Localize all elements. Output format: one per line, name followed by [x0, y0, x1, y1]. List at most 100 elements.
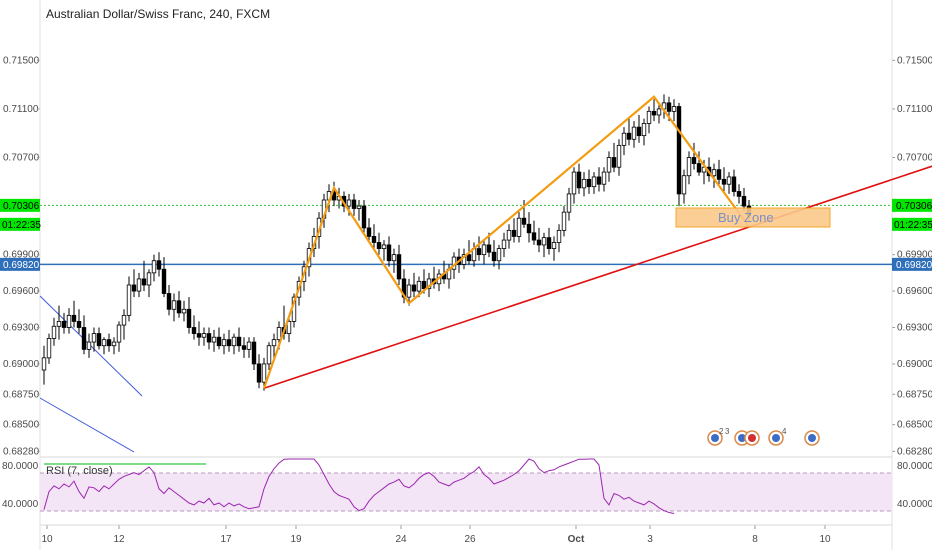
countdown-tag-left [0, 217, 40, 231]
candle-body [256, 363, 262, 383]
y-tick-right: 0.69600 [897, 286, 932, 297]
flag-icon [738, 434, 746, 442]
flag-icon [808, 434, 816, 442]
candle-body [271, 339, 277, 347]
candle-body [631, 126, 637, 140]
candle-body [76, 321, 82, 328]
candle-body [511, 229, 517, 237]
candle-body [91, 333, 97, 343]
candle-body [391, 254, 397, 262]
current-price-tag-right [892, 198, 932, 212]
y-tick-right: 0.71500 [897, 55, 932, 66]
candle-body [621, 132, 627, 146]
candle-body [686, 157, 692, 177]
y-tick-right: 0.69900 [897, 250, 932, 261]
candle-body [406, 284, 412, 298]
x-axis: 10 12 17 19 24 26 Oct 3 8 10 [41, 525, 831, 545]
candle-body [366, 227, 372, 237]
candle-body [196, 333, 202, 338]
flag-icon [748, 434, 756, 442]
rsi-line [43, 458, 675, 514]
candle-body [666, 102, 672, 112]
candle-body [66, 314, 72, 328]
countdown-tag-right [892, 217, 932, 231]
candle-body [161, 268, 167, 294]
candle-body [216, 336, 222, 347]
y-tick-left: 0.68500 [3, 420, 40, 431]
x-tick-label: Oct [568, 534, 585, 545]
candle-body [111, 341, 117, 347]
candle-body [131, 284, 137, 292]
candle-body [81, 327, 87, 350]
candle-body [106, 339, 112, 347]
candle-body [71, 314, 77, 322]
candle-body [611, 157, 617, 168]
candle-body [526, 223, 532, 234]
y-tick-left: 0.70700 [3, 153, 40, 164]
candle-body [411, 284, 417, 292]
candle-body [476, 248, 482, 256]
candle-body [101, 339, 107, 347]
y-tick-left: 0.69900 [3, 250, 40, 261]
candle-body [41, 357, 47, 371]
candle-body [696, 163, 702, 173]
candle-body [201, 333, 207, 338]
y-tick-left: 0.68750 [3, 389, 40, 400]
event-count-4: 4 [782, 427, 787, 436]
candle-body [266, 345, 272, 365]
y-tick-right: 0.68750 [897, 389, 932, 400]
buy-zone-label: Buy Zone [718, 210, 774, 225]
x-tick-label: 10 [819, 534, 831, 545]
y-tick-left: 0.69000 [3, 359, 40, 370]
support-price-tag-right-text: 0.69820 [896, 260, 932, 271]
candle-body [176, 300, 182, 314]
candle-body [586, 178, 592, 188]
y-tick-left: 0.68280 [3, 446, 40, 457]
candle-body [741, 195, 747, 207]
candle-body [346, 199, 352, 207]
current-price-tag-left-text: 0.70306 [3, 201, 40, 212]
candle-body [616, 144, 622, 168]
y-tick-right: 0.69000 [897, 359, 932, 370]
candle-body [146, 272, 152, 286]
candle-body [701, 166, 707, 173]
x-tick-label: 12 [113, 534, 125, 545]
event-count-3: 3 [725, 427, 730, 436]
candle-body [541, 237, 547, 246]
chart-title: Australian Dollar/Swiss Franc, 240, FXCM [46, 7, 270, 21]
orange-pattern-line [262, 95, 750, 389]
candle-body [421, 280, 427, 290]
current-price-tag-left [0, 198, 40, 212]
flag-icon [772, 434, 780, 442]
countdown-tag-right-text: 01:22:35 [894, 220, 932, 231]
candle-body [491, 251, 497, 262]
candle-body [646, 110, 652, 124]
candle-body [186, 308, 192, 328]
candle-body [591, 176, 597, 188]
buy-zone-box[interactable] [675, 207, 831, 228]
candle-body [121, 314, 127, 326]
candle-body [651, 110, 657, 116]
candle-body [466, 254, 472, 262]
y-tick-right: 0.68500 [897, 420, 932, 431]
y-axis-left: 0.71500 0.71100 0.70700 0.69900 0.69600 0.693… [3, 55, 40, 457]
candle-body [386, 244, 392, 262]
candle-body [546, 237, 552, 249]
rsi-tick-left-40: 40.0000 [2, 499, 39, 510]
candle-body [496, 248, 502, 262]
rsi-tick-right-80: 80.0000 [897, 461, 932, 472]
x-tick-label: 3 [647, 534, 653, 545]
candle-body [166, 293, 172, 310]
candle-body [691, 157, 697, 164]
candle-body [676, 106, 682, 195]
y-tick-right: 0.70700 [897, 153, 932, 164]
candle-body [156, 260, 162, 270]
candle-body [226, 339, 232, 347]
y-tick-right: 0.71100 [897, 104, 932, 115]
candle-body [736, 191, 742, 197]
candle-body [486, 244, 492, 253]
candle-body [86, 341, 92, 350]
x-tick-label: 17 [220, 534, 232, 545]
event-count-2: 2 [719, 427, 724, 436]
candle-body [236, 336, 242, 347]
